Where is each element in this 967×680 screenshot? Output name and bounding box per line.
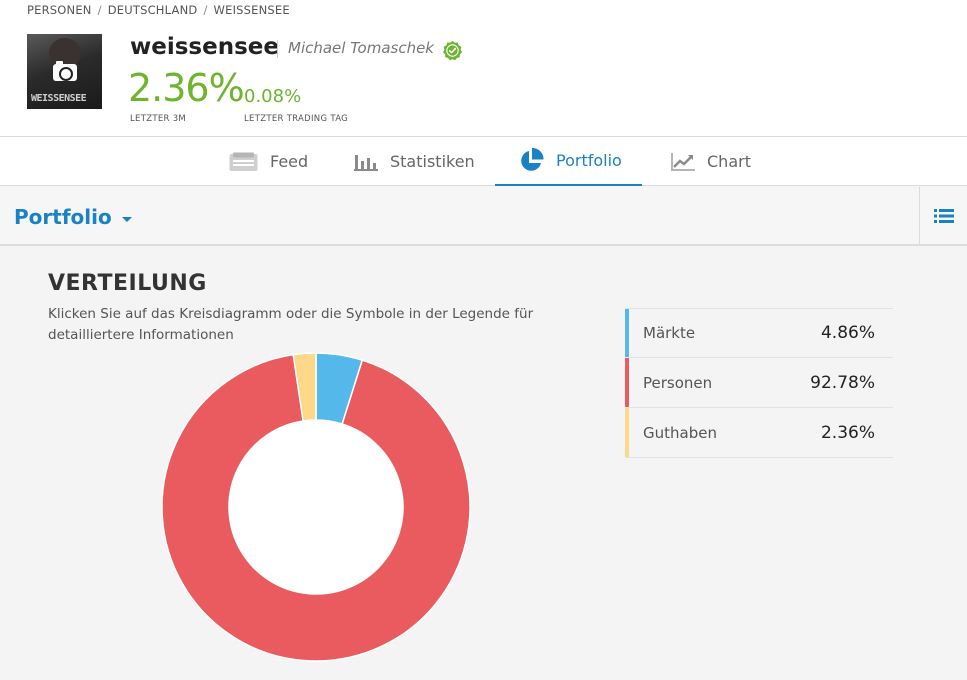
legend-label: Märkte: [643, 324, 696, 342]
portfolio-subheader: Portfolio: [0, 187, 967, 246]
tab-feed-label: Feed: [270, 152, 309, 171]
camera-icon[interactable]: [53, 61, 77, 81]
legend-color-swatch: [625, 309, 629, 357]
tab-bar: Feed Statistiken Portfolio Chart: [0, 137, 967, 186]
gain-day-value: 0.08%: [244, 86, 302, 107]
legend-color-swatch: [625, 408, 629, 457]
pie-chart-icon: [521, 147, 544, 171]
portfolio-dropdown[interactable]: Portfolio: [14, 205, 132, 229]
caret-down-icon: [121, 216, 132, 222]
breadcrumb-item-personen[interactable]: PERSONEN: [27, 3, 92, 17]
section-description: Klicken Sie auf das Kreisdiagramm oder d…: [48, 306, 534, 343]
tab-portfolio[interactable]: Portfolio: [495, 137, 642, 186]
username: weissensee: [130, 34, 279, 60]
donut-hole: [229, 420, 403, 594]
tab-statistiken-label: Statistiken: [390, 152, 475, 171]
tab-chart[interactable]: Chart: [671, 137, 751, 186]
allocation-donut-chart[interactable]: [160, 351, 472, 663]
line-chart-icon: [671, 152, 695, 171]
gain-3m-label: LETZTER 3M: [130, 114, 187, 124]
legend-item-personen[interactable]: Personen 92.78%: [625, 358, 893, 408]
profile-header: PERSONEN / DEUTSCHLAND / WEISSENSEE WEIS…: [0, 0, 967, 137]
breadcrumb: PERSONEN / DEUTSCHLAND / WEISSENSEE: [27, 3, 290, 17]
breadcrumb-item-weissensee: WEISSENSEE: [213, 3, 290, 17]
avatar-shirt-text: WEISSENSEE: [31, 93, 87, 104]
tab-portfolio-label: Portfolio: [556, 151, 622, 170]
legend-item-m-rkte[interactable]: Märkte 4.86%: [625, 308, 893, 358]
verified-badge-icon: [442, 40, 463, 61]
legend-value: 4.86%: [820, 323, 875, 343]
name-divider: [277, 40, 278, 58]
feed-icon: [229, 152, 258, 171]
breadcrumb-item-deutschland[interactable]: DEUTSCHLAND: [107, 3, 198, 17]
tab-chart-label: Chart: [707, 152, 751, 171]
avatar-head: [49, 38, 81, 68]
portfolio-dropdown-label: Portfolio: [14, 205, 112, 229]
list-view-button[interactable]: [919, 187, 967, 244]
legend-label: Personen: [643, 373, 713, 392]
legend-label: Guthaben: [643, 423, 717, 442]
legend-item-guthaben[interactable]: Guthaben 2.36%: [625, 408, 893, 458]
breadcrumb-separator: /: [203, 3, 208, 17]
legend-value: 2.36%: [820, 422, 875, 443]
tab-feed[interactable]: Feed: [229, 137, 308, 186]
avatar[interactable]: WEISSENSEE: [27, 34, 102, 109]
bar-chart-icon: [354, 154, 378, 171]
legend-color-swatch: [625, 358, 629, 407]
list-icon: [933, 208, 954, 223]
breadcrumb-separator: /: [97, 3, 102, 17]
gain-day-label: LETZTER TRADING TAG: [244, 114, 349, 124]
section-title: VERTEILUNG: [48, 271, 207, 296]
chart-legend: Märkte 4.86% Personen 92.78% Guthaben 2.36%: [625, 308, 893, 458]
tab-statistiken[interactable]: Statistiken: [354, 137, 475, 186]
gain-3m-value: 2.36%: [128, 66, 245, 110]
full-name: Michael Tomaschek: [288, 39, 434, 57]
legend-value: 92.78%: [810, 372, 875, 393]
